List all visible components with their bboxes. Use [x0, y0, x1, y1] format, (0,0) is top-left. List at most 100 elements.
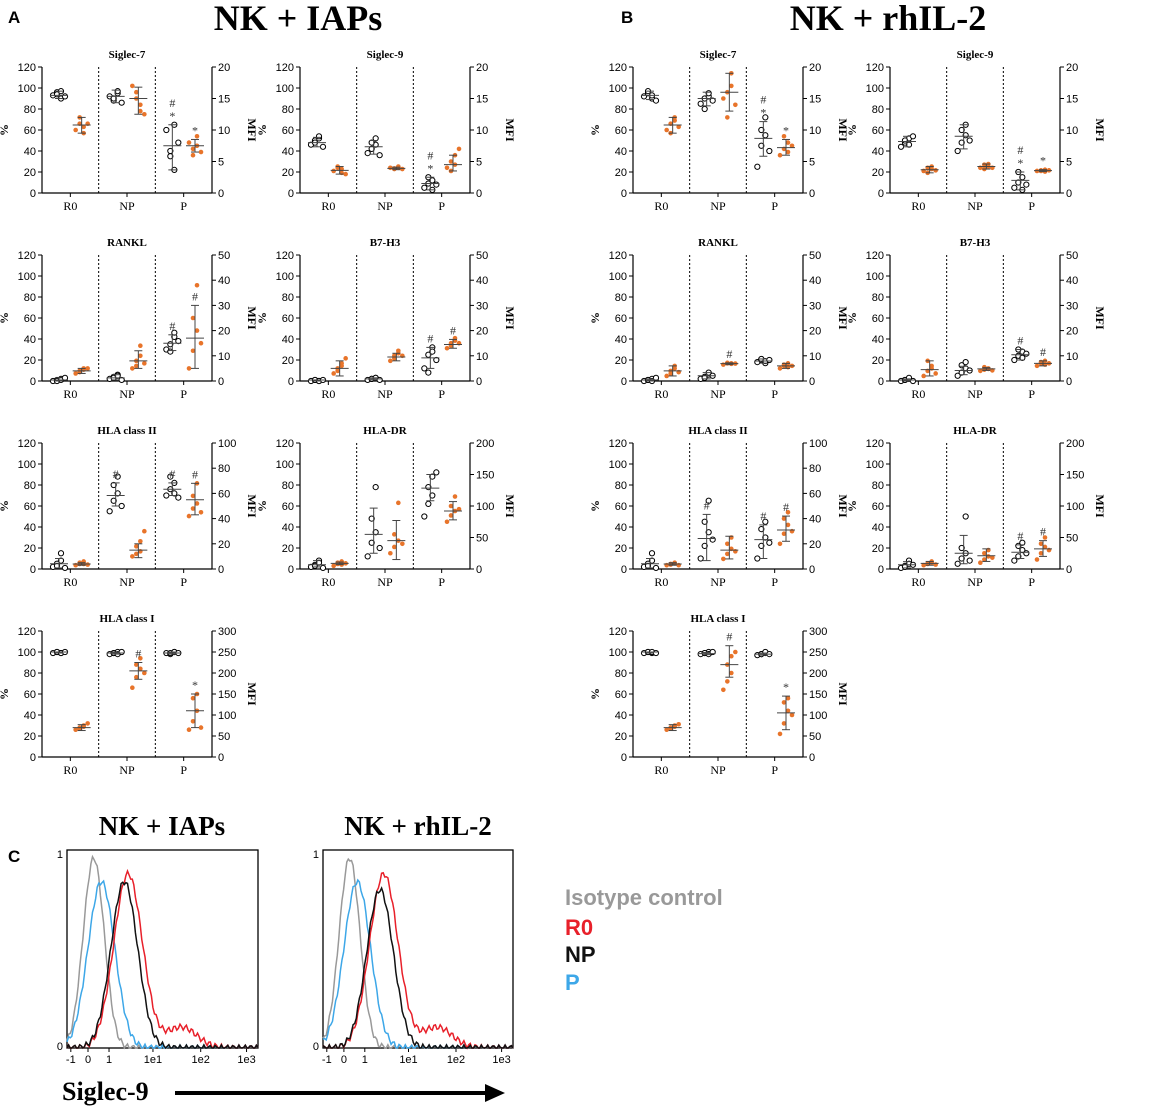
chart-title: RANKL — [698, 237, 738, 249]
chart-b-12: HLA-DR 0 20 40 60 80 100 120 0 50 100 150 200% MFI R0 N… — [845, 425, 1107, 589]
mfi-point — [198, 149, 204, 155]
y-tick-label-left: 80 — [282, 480, 294, 492]
chart-title: Siglec-9 — [957, 49, 994, 61]
significance-hash: # — [427, 148, 433, 162]
mfi-point — [982, 364, 987, 370]
y-tick-label-right: 40 — [476, 275, 488, 287]
mfi-point — [721, 687, 726, 693]
y-tick-label-left: 60 — [615, 125, 627, 137]
mfi-point — [134, 544, 139, 549]
mfi-point — [676, 124, 681, 130]
y-tick-label-left: 20 — [872, 355, 884, 367]
percent-point — [954, 372, 961, 379]
mfi-point — [138, 102, 143, 108]
mfi-point — [190, 506, 196, 511]
mfi-point — [138, 538, 143, 544]
x-tick-label: R0 — [654, 763, 668, 777]
percent-point — [61, 564, 69, 572]
mfi-point — [388, 550, 393, 556]
mfi-point — [198, 510, 204, 515]
percent-point — [954, 560, 961, 567]
y-tick-label-right: 20 — [476, 326, 488, 338]
isotype-curve — [66, 854, 259, 1050]
y-tick-label-right: 15 — [218, 94, 230, 106]
y-tick-label-left: 80 — [872, 292, 884, 304]
y-label-percent: % — [845, 124, 859, 136]
y-tick-label-right: 10 — [476, 351, 488, 363]
mfi-point — [73, 371, 78, 376]
mfi-point — [194, 328, 200, 333]
y-tick-label-left: 0 — [30, 752, 36, 764]
y-label-percent: % — [0, 124, 11, 136]
y-tick-label-right: 10 — [1066, 351, 1078, 363]
x-tick-label: R0 — [654, 387, 668, 401]
mfi-point — [85, 562, 90, 567]
y-tick-label-left: 60 — [872, 501, 884, 513]
y-tick-label-left: 120 — [866, 62, 884, 74]
mfi-point — [990, 555, 995, 560]
x-tick-label: NP — [377, 575, 393, 589]
significance-star: * — [1040, 154, 1046, 168]
mfi-point — [138, 108, 143, 114]
significance-hash: # — [726, 347, 732, 361]
mfi-point — [400, 166, 405, 172]
y-tick-label-right: 100 — [476, 501, 494, 513]
y-tick-label-left: 20 — [282, 167, 294, 179]
mfi-point — [194, 501, 200, 506]
mfi-point — [452, 494, 458, 499]
percent-point — [766, 539, 773, 546]
percent-point — [697, 555, 704, 562]
mfi-point — [978, 368, 983, 374]
p-curve — [66, 879, 259, 1050]
y-label-percent: % — [0, 688, 11, 700]
percent-point — [118, 648, 125, 656]
percent-point — [425, 369, 432, 376]
percent-point — [118, 99, 125, 106]
y-tick-label-right: 0 — [218, 752, 224, 764]
y-tick-label-right: 100 — [809, 438, 827, 450]
y-label-percent: % — [0, 312, 11, 324]
y-tick-label-left: 80 — [24, 668, 36, 680]
y-label-percent: % — [588, 688, 602, 700]
mfi-point — [339, 363, 344, 369]
y-tick-label-right: 40 — [1066, 275, 1078, 287]
percent-point — [368, 539, 375, 546]
percent-point — [425, 351, 432, 358]
percent-point — [652, 649, 660, 657]
percent-point — [958, 126, 965, 134]
legend-isotype: Isotype control — [565, 885, 723, 910]
y-label-mfi: MFI — [503, 118, 517, 142]
histogram-x-tick-label: 1 — [106, 1054, 112, 1066]
y-label-percent: % — [588, 312, 602, 324]
mfi-point — [186, 140, 192, 145]
y-tick-label-right: 15 — [1066, 94, 1078, 106]
x-tick-label: NP — [119, 575, 135, 589]
mfi-point — [396, 165, 401, 171]
y-tick-label-left: 100 — [609, 271, 627, 283]
y-tick-label-left: 40 — [615, 522, 627, 534]
mfi-point — [134, 363, 139, 369]
y-tick-label-left: 60 — [282, 125, 294, 137]
mfi-point — [1034, 363, 1040, 369]
chart-title: B7-H3 — [370, 237, 401, 249]
mfi-point — [130, 554, 135, 559]
y-tick-label-left: 100 — [609, 459, 627, 471]
significance-hash: # — [726, 630, 732, 644]
mfi-point — [444, 165, 450, 171]
y-tick-label-right: 200 — [809, 668, 827, 680]
mfi-point — [331, 563, 336, 569]
y-tick-label-right: 60 — [809, 488, 821, 500]
y-tick-label-left: 80 — [872, 104, 884, 116]
significance-hash: # — [1040, 525, 1046, 539]
mfi-point — [335, 368, 340, 374]
mfi-point — [986, 554, 991, 559]
mfi-point — [198, 725, 204, 730]
mfi-point — [921, 373, 926, 379]
y-tick-label-right: 0 — [1066, 376, 1072, 388]
percent-point — [758, 142, 765, 149]
y-tick-label-right: 20 — [1066, 62, 1078, 74]
significance-hash: # — [169, 96, 175, 110]
percent-point — [701, 542, 708, 550]
mfi-point — [781, 134, 787, 139]
